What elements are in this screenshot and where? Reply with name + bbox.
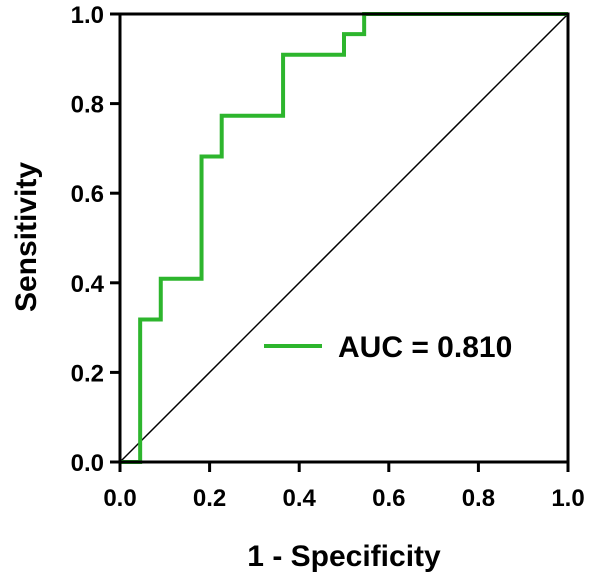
x-tick-label: 0.4 bbox=[283, 485, 317, 512]
y-tick-label: 0.8 bbox=[71, 92, 104, 119]
roc-series-line-0 bbox=[120, 12, 568, 464]
x-tick-label: 0.2 bbox=[193, 485, 226, 512]
y-tick-label: 0.4 bbox=[71, 271, 105, 298]
y-axis-title: Sensitivity bbox=[10, 162, 43, 312]
y-tick-label: 0.0 bbox=[71, 450, 104, 477]
tick-layer: 0.0 0.2 0.4 0.6 0.8 1.0 0.0 0.2 0.4 0.6 0.8 1.0 bbox=[71, 2, 585, 512]
x-tick-label: 0.0 bbox=[103, 485, 136, 512]
x-tick-label: 1.0 bbox=[551, 485, 584, 512]
x-axis-title: 1 - Specificity bbox=[247, 540, 441, 573]
reference-line-layer bbox=[119, 13, 569, 463]
reference-diagonal-line bbox=[119, 13, 569, 463]
legend-label: AUC = 0.810 bbox=[338, 331, 512, 364]
x-tick-label: 0.8 bbox=[462, 485, 495, 512]
axis-layer bbox=[118, 12, 570, 464]
y-tick-label: 0.2 bbox=[71, 360, 104, 387]
x-tick-label: 0.6 bbox=[372, 485, 405, 512]
y-tick-label: 1.0 bbox=[71, 2, 104, 29]
y-tick-label: 0.6 bbox=[71, 181, 104, 208]
legend: AUC = 0.810 bbox=[264, 331, 512, 364]
series-layer bbox=[120, 12, 568, 464]
